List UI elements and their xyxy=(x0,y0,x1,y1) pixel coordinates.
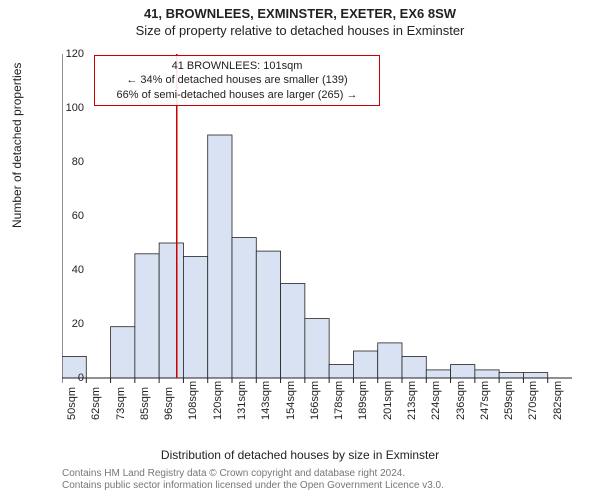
annotation-line3: 66% of semi-detached houses are larger (… xyxy=(101,88,373,102)
histogram-bar xyxy=(475,370,499,378)
x-axis-label: Distribution of detached houses by size … xyxy=(0,448,600,462)
x-tick-label: 236sqm xyxy=(455,381,467,420)
x-tick-label: 213sqm xyxy=(406,381,418,420)
footer-line2: Contains public sector information licen… xyxy=(62,480,444,492)
x-tick-label: 282sqm xyxy=(552,381,564,420)
x-tick-label: 131sqm xyxy=(236,381,248,420)
histogram-bar xyxy=(329,365,353,379)
x-tick-label: 270sqm xyxy=(527,381,539,420)
x-tick-label: 96sqm xyxy=(163,387,175,420)
x-tick-label: 189sqm xyxy=(357,381,369,420)
annotation-line1: 41 BROWNLEES: 101sqm xyxy=(101,59,373,73)
y-tick-label: 0 xyxy=(54,372,84,384)
histogram-bar xyxy=(402,356,426,378)
x-tick-label: 85sqm xyxy=(139,387,151,420)
annotation-box: 41 BROWNLEES: 101sqm ← 34% of detached h… xyxy=(94,55,380,106)
x-tick-label: 259sqm xyxy=(503,381,515,420)
histogram-bar xyxy=(135,254,159,378)
x-tick-label: 201sqm xyxy=(382,381,394,420)
annotation-line2: ← 34% of detached houses are smaller (13… xyxy=(101,73,373,87)
x-tick-label: 62sqm xyxy=(90,387,102,420)
title-address: 41, BROWNLEES, EXMINSTER, EXETER, EX6 8S… xyxy=(0,0,600,21)
histogram-bar xyxy=(499,373,523,378)
histogram-bar xyxy=(523,373,547,378)
y-tick-label: 80 xyxy=(54,156,84,168)
x-tick-label: 224sqm xyxy=(430,381,442,420)
histogram-bar xyxy=(159,243,183,378)
histogram-bar xyxy=(281,284,305,379)
x-tick-label: 178sqm xyxy=(333,381,345,420)
x-tick-label: 50sqm xyxy=(66,387,78,420)
y-tick-label: 20 xyxy=(54,318,84,330)
x-tick-label: 166sqm xyxy=(309,381,321,420)
y-tick-label: 120 xyxy=(54,48,84,60)
x-tick-label: 73sqm xyxy=(115,387,127,420)
histogram-bar xyxy=(426,370,450,378)
x-tick-label: 120sqm xyxy=(212,381,224,420)
histogram-bar xyxy=(111,327,135,378)
histogram-bar xyxy=(256,251,280,378)
footer-line1: Contains HM Land Registry data © Crown c… xyxy=(62,468,444,480)
histogram-bar xyxy=(353,351,377,378)
histogram-bar xyxy=(378,343,402,378)
x-tick-label: 143sqm xyxy=(260,381,272,420)
y-tick-label: 100 xyxy=(54,102,84,114)
x-tick-label: 108sqm xyxy=(187,381,199,420)
histogram-bar xyxy=(208,135,232,378)
histogram-bar xyxy=(451,365,475,379)
y-axis-label: Number of detached properties xyxy=(10,63,24,228)
histogram-bar xyxy=(183,257,207,379)
histogram-bar xyxy=(305,319,329,378)
title-subtitle: Size of property relative to detached ho… xyxy=(0,21,600,38)
x-tick-label: 247sqm xyxy=(479,381,491,420)
histogram-bar xyxy=(232,238,256,378)
y-tick-label: 40 xyxy=(54,264,84,276)
y-tick-label: 60 xyxy=(54,210,84,222)
footer-attribution: Contains HM Land Registry data © Crown c… xyxy=(62,468,444,492)
x-tick-label: 154sqm xyxy=(285,381,297,420)
